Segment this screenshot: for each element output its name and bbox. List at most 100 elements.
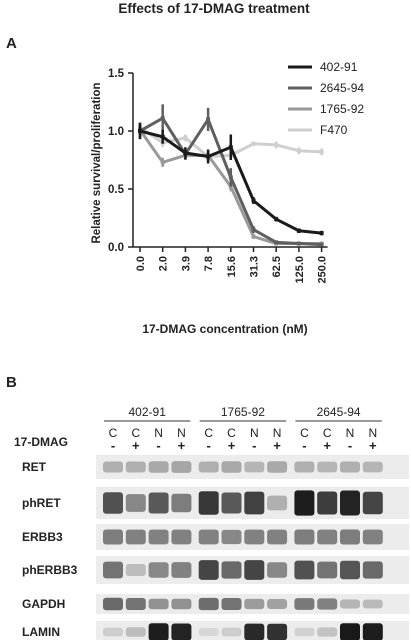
band <box>148 529 169 545</box>
treatment-sign: - <box>302 438 306 453</box>
data-point <box>138 129 142 133</box>
band <box>294 490 315 516</box>
legend-label: F470 <box>320 123 348 137</box>
data-point <box>228 175 233 180</box>
band <box>103 461 123 473</box>
lane-letter: C <box>204 426 213 440</box>
data-point <box>296 228 301 233</box>
x-tick-label: 31.3 <box>249 256 261 277</box>
y-tick-label: 0.5 <box>108 184 125 196</box>
lane-letter: N <box>273 426 282 440</box>
band <box>267 599 288 609</box>
lane-letter: C <box>300 426 309 440</box>
band <box>294 598 315 610</box>
x-tick-label: 125.0 <box>294 256 306 284</box>
data-point <box>160 116 165 121</box>
band <box>317 561 338 579</box>
data-point <box>251 234 256 239</box>
band <box>267 529 288 545</box>
blot-strip-GAPDH <box>96 594 409 614</box>
band <box>362 491 383 515</box>
blot-strip-ERBB3 <box>96 524 409 550</box>
y-axis-label: Relative survival/proliferation <box>91 82 103 243</box>
band <box>244 491 265 515</box>
legend-label: 402-91 <box>320 60 358 74</box>
blot-strip-RET <box>96 455 409 479</box>
band <box>362 623 383 640</box>
band <box>267 495 288 511</box>
data-point <box>319 242 324 247</box>
blot-strip-phERBB3 <box>96 556 409 584</box>
series-layer <box>138 104 324 247</box>
band <box>221 627 242 637</box>
band <box>244 623 265 640</box>
treatment-sign: - <box>111 438 115 453</box>
x-tick-label: 250.0 <box>317 256 329 284</box>
data-point <box>296 148 301 153</box>
data-point <box>274 217 279 222</box>
data-point <box>251 198 256 203</box>
band <box>221 461 242 473</box>
band <box>294 461 315 473</box>
group-label: 2645-94 <box>317 405 361 419</box>
lane-letter: N <box>250 426 259 440</box>
band <box>340 560 360 580</box>
band <box>317 461 338 473</box>
x-tick-label: 62.5 <box>271 256 283 277</box>
data-point <box>274 142 279 147</box>
data-point <box>183 151 188 156</box>
x-tick-label: 3.9 <box>180 256 192 271</box>
band <box>125 563 146 577</box>
lane-letter: C <box>323 426 332 440</box>
lane-letter: N <box>368 426 377 440</box>
lane-letter: C <box>109 426 118 440</box>
band <box>198 627 219 637</box>
legend: 402-91 2645-94 1765-92 F470 <box>288 60 364 137</box>
treatment-sign: + <box>273 438 281 453</box>
x-axis-label: 17-DMAG concentration (nM) <box>142 322 307 336</box>
blot-row-label: RET <box>22 460 47 474</box>
blot-row-label: phRET <box>22 496 61 510</box>
series-402-91 <box>138 122 324 236</box>
data-point <box>206 154 211 159</box>
y-tick-label: 0.0 <box>108 242 124 254</box>
band <box>171 623 192 640</box>
band <box>171 562 192 578</box>
treatment-sign: + <box>323 438 331 453</box>
band <box>103 492 123 514</box>
treatment-sign: + <box>228 438 236 453</box>
band <box>148 492 169 514</box>
band <box>244 461 265 473</box>
band <box>171 598 192 610</box>
band <box>125 598 146 610</box>
band <box>221 561 242 579</box>
band <box>171 529 192 545</box>
western-blot-panel: 402-91 1765-92 2645-94C C N N C C N N C C N N17-DMAG -… <box>14 405 409 640</box>
band <box>294 627 315 637</box>
group-label: 402-91 <box>129 405 167 419</box>
data-point <box>274 240 279 245</box>
blot-strip-phRET <box>96 487 409 519</box>
band <box>125 529 146 545</box>
data-point <box>160 134 165 139</box>
data-point <box>228 145 233 150</box>
data-point <box>251 141 256 146</box>
data-point <box>319 231 324 236</box>
band <box>317 529 338 545</box>
data-point <box>296 241 301 246</box>
band <box>244 529 265 545</box>
panel-a-label: A <box>6 35 17 52</box>
treatment-label: 17-DMAG <box>14 435 68 449</box>
blot-row-label: GAPDH <box>22 597 65 611</box>
band <box>148 623 169 640</box>
data-point <box>206 117 211 122</box>
survival-line-chart: 0.0 0.5 1.0 1.5 0.0 2.0 3.9 7.8 15.6 31.3 62.5 125… <box>91 60 364 336</box>
band <box>267 461 288 473</box>
y-tick-label: 1.5 <box>108 68 125 80</box>
band <box>340 490 360 516</box>
data-point <box>160 160 165 165</box>
lane-letter: N <box>346 426 355 440</box>
band <box>198 529 219 545</box>
blot-row-label: ERBB3 <box>22 530 63 544</box>
band <box>317 627 338 637</box>
